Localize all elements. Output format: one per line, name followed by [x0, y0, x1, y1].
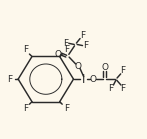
Text: F: F	[23, 104, 28, 113]
Text: F: F	[64, 45, 69, 54]
Text: O: O	[101, 63, 108, 72]
Text: F: F	[84, 41, 89, 50]
Text: I: I	[82, 73, 85, 86]
Text: F: F	[23, 45, 28, 54]
Text: F: F	[63, 39, 68, 48]
Text: F: F	[7, 75, 12, 84]
Text: O: O	[89, 75, 96, 84]
Text: O: O	[74, 62, 81, 71]
Text: F: F	[108, 84, 113, 93]
Text: O: O	[54, 50, 61, 59]
Text: F: F	[120, 84, 125, 93]
Text: F: F	[80, 31, 85, 40]
Text: F: F	[64, 104, 69, 113]
Text: F: F	[120, 66, 125, 75]
